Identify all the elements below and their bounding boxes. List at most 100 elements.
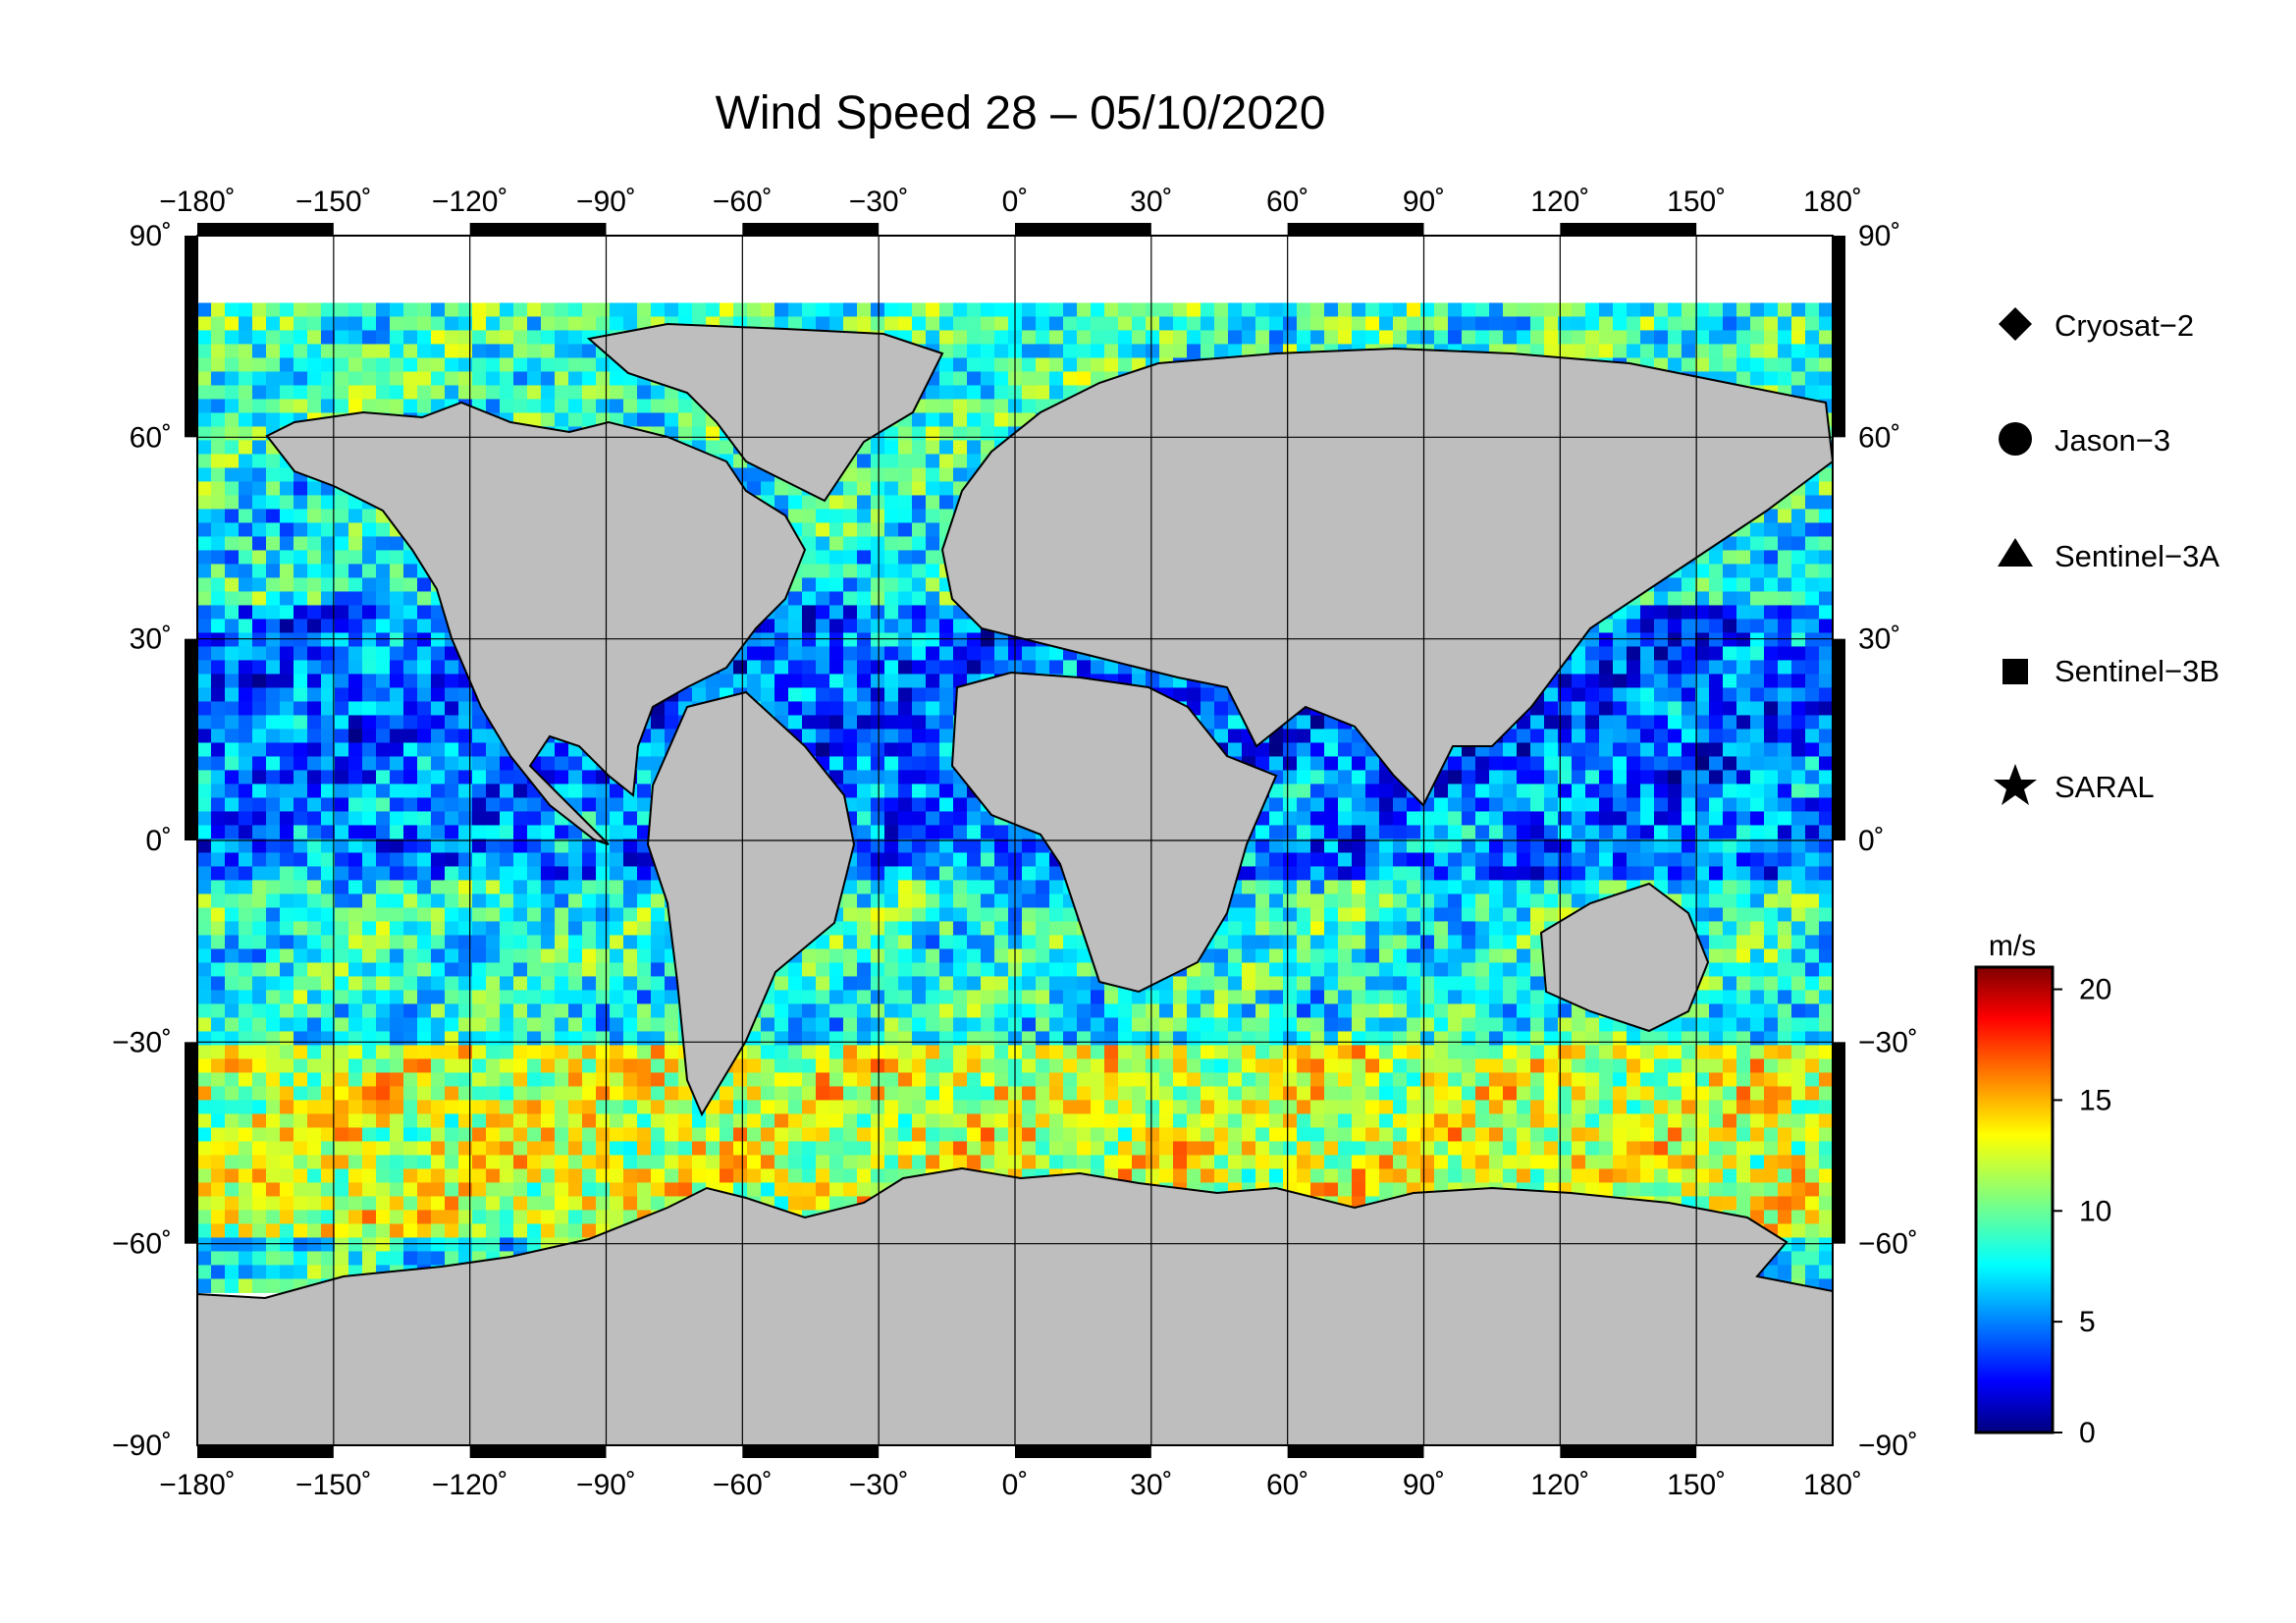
wind-cell <box>1695 811 1710 826</box>
wind-cell <box>912 302 927 317</box>
wind-cell <box>362 701 377 716</box>
wind-cell <box>939 632 954 647</box>
wind-cell <box>225 536 240 551</box>
wind-cell <box>348 550 363 565</box>
wind-cell <box>239 316 253 331</box>
wind-cell <box>417 605 432 620</box>
wind-cell <box>1668 577 1682 592</box>
wind-cell <box>967 839 982 853</box>
wind-cell <box>1558 852 1573 867</box>
wind-cell <box>1448 797 1463 812</box>
wind-cell <box>637 770 652 784</box>
wind-cell <box>486 399 501 413</box>
wind-cell <box>252 454 267 468</box>
wind-cell <box>1118 357 1133 372</box>
wind-cell <box>843 687 858 702</box>
wind-cell <box>1599 646 1614 661</box>
wind-cell <box>403 605 418 620</box>
wind-cell <box>1750 371 1765 386</box>
wind-cell <box>843 481 858 496</box>
wind-cell <box>1791 811 1806 826</box>
wind-cell <box>197 770 212 784</box>
wind-cell <box>1723 550 1737 565</box>
wind-cell <box>926 302 940 317</box>
wind-cell <box>1352 770 1366 784</box>
wind-cell <box>225 646 240 661</box>
wind-cell <box>1805 770 1820 784</box>
wind-cell <box>610 839 624 853</box>
wind-cell <box>1022 646 1037 661</box>
wind-cell <box>1709 770 1724 784</box>
wind-cell <box>376 371 391 386</box>
wind-cell <box>1736 784 1751 798</box>
wind-cell <box>1805 522 1820 537</box>
wind-cell <box>1764 825 1779 839</box>
wind-cell <box>197 371 212 386</box>
wind-cell <box>197 522 212 537</box>
wind-cell <box>321 687 336 702</box>
wind-cell <box>665 715 679 730</box>
wind-cell <box>1668 619 1682 633</box>
wind-cell <box>884 591 899 606</box>
wind-cell <box>390 660 404 675</box>
wind-cell <box>458 357 473 372</box>
wind-cell <box>953 440 968 455</box>
wind-cell <box>1365 866 1380 881</box>
wind-cell <box>294 701 308 716</box>
wind-cell <box>445 357 459 372</box>
wind-cell <box>225 825 240 839</box>
wind-cell <box>1558 701 1573 716</box>
wind-cell <box>472 784 487 798</box>
wind-cell <box>692 302 707 317</box>
wind-cell <box>637 866 652 881</box>
wind-cell <box>1324 302 1339 317</box>
wind-cell <box>1736 646 1751 661</box>
wind-cell <box>1654 632 1669 647</box>
wind-cell <box>651 715 666 730</box>
wind-cell <box>280 825 294 839</box>
wind-cell <box>1022 330 1037 345</box>
wind-cell <box>1558 674 1573 688</box>
wind-cell <box>390 605 404 620</box>
wind-cell <box>1022 839 1037 853</box>
wind-cell <box>898 632 913 647</box>
wind-cell <box>486 742 501 757</box>
wind-cell <box>1778 866 1792 881</box>
wind-cell <box>1613 784 1628 798</box>
wind-cell <box>1159 674 1174 688</box>
wind-cell <box>486 302 501 317</box>
wind-cell <box>1558 316 1573 331</box>
wind-cell <box>1654 852 1669 867</box>
wind-cell <box>1819 550 1833 565</box>
wind-cell <box>1640 687 1655 702</box>
wind-cell <box>884 674 899 688</box>
wind-cell <box>348 784 363 798</box>
wind-cell <box>348 316 363 331</box>
wind-cell <box>829 302 844 317</box>
wind-cell <box>1750 605 1765 620</box>
wind-cell <box>294 399 308 413</box>
wind-cell <box>939 454 954 468</box>
wind-cell <box>472 825 487 839</box>
wind-cell <box>582 399 597 413</box>
wind-cell <box>939 509 954 523</box>
wind-cell <box>403 852 418 867</box>
wind-cell <box>939 344 954 358</box>
wind-cell <box>362 371 377 386</box>
wind-cell <box>541 399 556 413</box>
wind-cell <box>1297 715 1311 730</box>
wind-cell <box>1805 632 1820 647</box>
wind-cell <box>1791 357 1806 372</box>
wind-cell <box>376 550 391 565</box>
wind-cell <box>1572 839 1586 853</box>
wind-cell <box>1819 674 1833 688</box>
wind-cell <box>239 811 253 826</box>
wind-cell <box>981 385 995 400</box>
wind-cell <box>1297 825 1311 839</box>
wind-cell <box>211 591 226 606</box>
wind-cell <box>225 550 240 565</box>
wind-cell <box>431 316 446 331</box>
wind-cell <box>1530 811 1545 826</box>
wind-cell <box>225 687 240 702</box>
wind-cell <box>1462 784 1476 798</box>
